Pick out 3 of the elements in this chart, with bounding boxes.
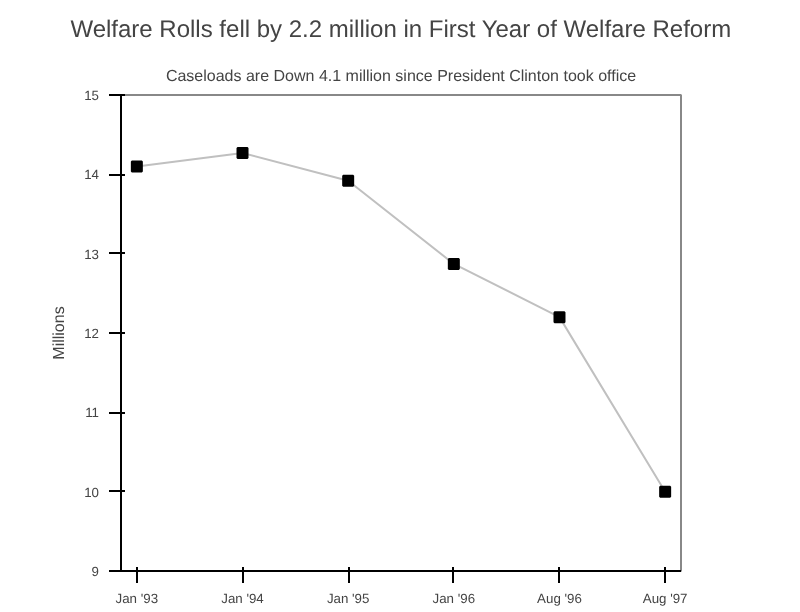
chart-title: Welfare Rolls fell by 2.2 million in First Year of Welfare Reform (70, 15, 732, 43)
chart-subtitle: Caseloads are Down 4.1 million since President Clinton took office (165, 67, 638, 85)
y-axis-title: Millions (50, 306, 69, 360)
